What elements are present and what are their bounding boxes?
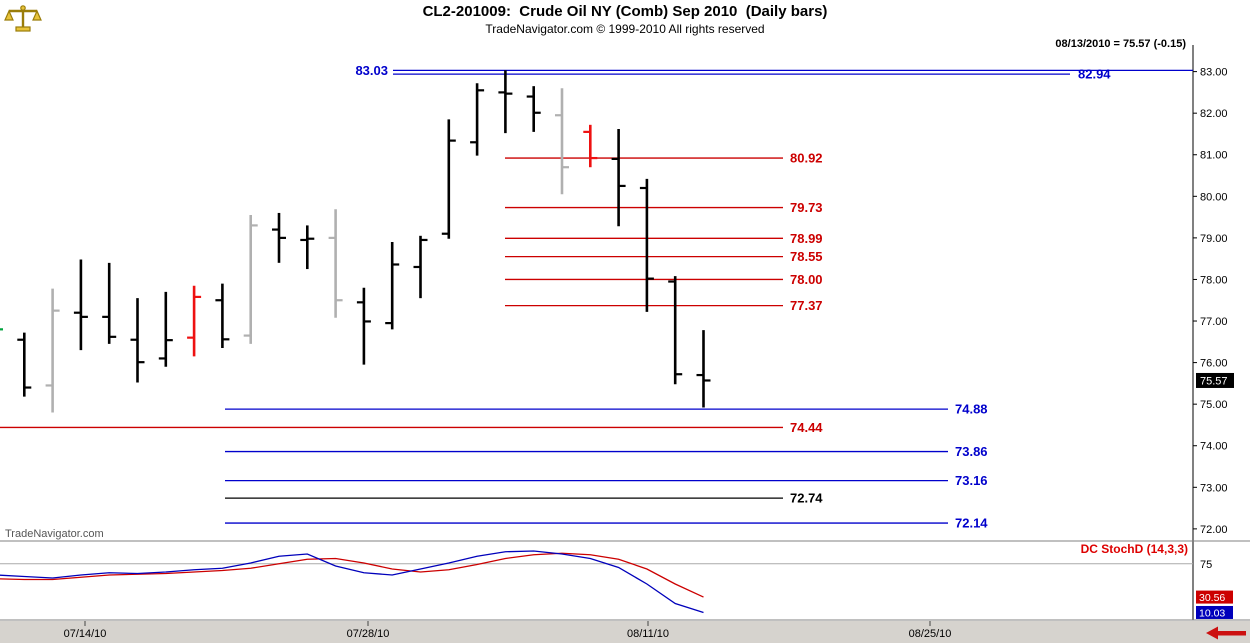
last-price-badge: [1196, 372, 1234, 388]
ohlc-bar: [0, 328, 3, 331]
scroll-left-arrow-tail: [1218, 631, 1246, 636]
ohlc-bar: [413, 235, 428, 299]
price-axis-label: 83.00: [1200, 67, 1228, 79]
indicator-label: DC StochD (14,3,3): [1081, 542, 1188, 556]
time-axis-label: 08/11/10: [627, 628, 669, 640]
price-axis-label: 72.00: [1200, 524, 1228, 536]
ohlc-bar: [187, 285, 202, 357]
price-axis-label: 81.00: [1200, 150, 1228, 162]
stoch-gridline-label: 75: [1200, 559, 1212, 571]
ohlc-bar: [328, 209, 343, 318]
ohlc-bar: [611, 128, 626, 227]
stoch-value-label: 10.03: [1199, 607, 1225, 619]
price-axis-label: 82.00: [1200, 108, 1228, 120]
ohlc-bar: [696, 330, 711, 408]
time-axis-bar: [0, 621, 1250, 643]
scroll-left-button[interactable]: [1206, 626, 1246, 640]
price-axis-label: 73.00: [1200, 482, 1228, 494]
ohlc-bar: [441, 119, 456, 239]
time-axis-label: 07/28/10: [347, 628, 390, 640]
price-axis-label: 74.00: [1200, 441, 1228, 453]
ohlc-bar: [45, 288, 60, 413]
time-axis-label: 08/25/10: [909, 628, 952, 640]
price-level-label: 73.86: [955, 444, 988, 459]
last-price-value: 75.57: [1200, 375, 1228, 387]
price-axis-label: 75.00: [1200, 399, 1228, 411]
stoch-value-label: 30.56: [1199, 592, 1225, 604]
cursor-status-readout: 08/13/2010 = 75.57 (-0.15): [1055, 38, 1186, 50]
price-level-label: 78.55: [790, 249, 823, 264]
tradenavigator-scales-icon: [4, 2, 42, 34]
ohlc-bar: [17, 332, 32, 397]
ohlc-bar: [243, 215, 258, 344]
chart-title: CL2-201009: Crude Oil NY (Comb) Sep 2010…: [422, 3, 828, 20]
ohlc-bar: [102, 262, 117, 344]
stoch-value-box: [1196, 605, 1233, 619]
ohlc-bar: [158, 291, 173, 367]
price-axis-label: 78.00: [1200, 274, 1228, 286]
price-level-label: 73.16: [955, 473, 988, 488]
scroll-left-arrow-icon: [1206, 626, 1218, 640]
ohlc-bar: [668, 276, 683, 385]
price-level-label: 77.37: [790, 298, 823, 313]
ohlc-bar: [555, 88, 569, 195]
stoch-line-stochk: [0, 550, 704, 614]
price-level-label: 82.94: [1078, 67, 1111, 82]
ohlc-bar: [272, 212, 286, 263]
stoch-line-stochd: [0, 552, 704, 598]
price-level-label: 74.88: [955, 402, 988, 417]
price-level-label: 74.44: [790, 420, 823, 435]
price-level-label: 79.73: [790, 200, 823, 215]
price-axis-label: 80.00: [1200, 191, 1228, 203]
ohlc-bar: [498, 70, 513, 134]
ohlc-bar: [130, 298, 145, 383]
copyright-text: TradeNavigator.com © 1999-2010 All right…: [485, 22, 765, 36]
price-axis-label: 76.00: [1200, 358, 1228, 370]
ohlc-bar: [215, 283, 230, 349]
price-axis-label: 77.00: [1200, 316, 1228, 328]
ohlc-bar: [73, 259, 88, 351]
ohlc-bar: [470, 83, 485, 156]
ohlc-bar: [300, 225, 315, 270]
price-level-label: 72.14: [955, 516, 988, 531]
stoch-value-box: [1196, 590, 1233, 604]
price-level-label: 78.99: [790, 231, 823, 246]
watermark-text: TradeNavigator.com: [5, 528, 104, 540]
time-axis-label: 07/14/10: [64, 628, 107, 640]
ohlc-bar: [639, 178, 654, 312]
ohlc-bar: [526, 86, 541, 132]
ohlc-bar: [385, 242, 400, 330]
ohlc-bar: [583, 124, 598, 168]
ohlc-bar: [356, 287, 371, 365]
price-level-label: 80.92: [790, 151, 823, 166]
price-level-label: 83.03: [355, 63, 388, 78]
price-level-label: 78.00: [790, 272, 823, 287]
price-axis-label: 79.00: [1200, 233, 1228, 245]
price-level-label: 72.74: [790, 491, 823, 506]
